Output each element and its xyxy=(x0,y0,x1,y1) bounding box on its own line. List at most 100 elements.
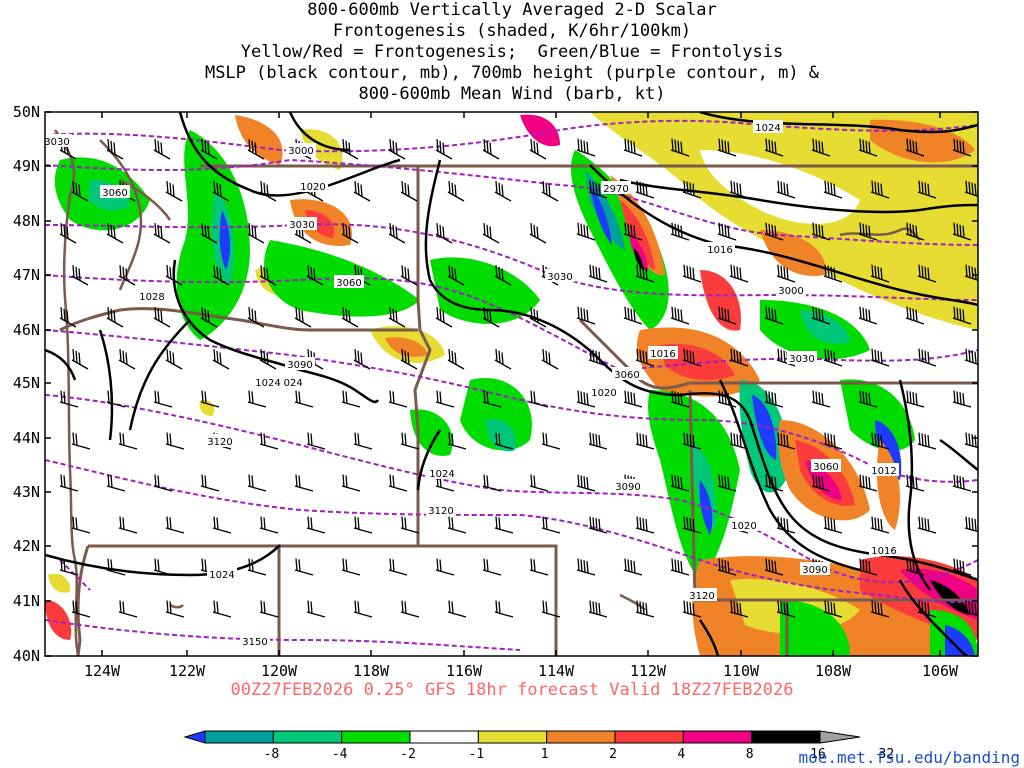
coastline xyxy=(53,129,921,656)
wind-barb xyxy=(811,474,831,492)
svg-text:1020: 1020 xyxy=(591,388,616,399)
mslp-contour-label: 1020 xyxy=(589,385,619,399)
svg-text:1016: 1016 xyxy=(871,546,896,557)
wind-barb xyxy=(670,390,690,408)
wind-barb xyxy=(823,600,843,618)
wind-barb xyxy=(623,138,643,157)
wind-barb xyxy=(71,516,91,534)
wind-barb xyxy=(247,139,265,160)
wind-barb xyxy=(447,181,465,202)
title-line-2: Frontogenesis (shaded, K/6hr/100km) xyxy=(332,21,692,41)
svg-text:3150: 3150 xyxy=(242,637,267,648)
lat-label: 42N xyxy=(13,537,40,555)
wind-barb xyxy=(952,474,972,492)
wind-barb xyxy=(670,138,690,157)
lon-label: 116W xyxy=(446,662,483,680)
height-contour-label: 3030 xyxy=(45,134,72,148)
colorbar-segment xyxy=(751,730,821,744)
wind-barb xyxy=(776,600,796,618)
wind-barb xyxy=(71,181,89,202)
mslp-contour-label: 1024 xyxy=(427,466,457,480)
wind-barb xyxy=(482,307,500,328)
svg-text:1024: 1024 xyxy=(755,123,780,134)
wind-barb xyxy=(952,222,972,241)
colorbar-segment xyxy=(546,730,616,744)
wind-barb xyxy=(118,600,138,618)
wind-barb xyxy=(435,139,453,160)
height-contour-label: 3030 xyxy=(545,269,575,283)
wind-barb xyxy=(247,474,267,492)
wind-barb xyxy=(858,306,878,325)
wind-barb xyxy=(106,223,124,244)
plot-frame xyxy=(44,111,979,657)
lon-label: 122W xyxy=(169,662,206,680)
latitude-labels: 50N 49N 48N 47N 46N 45N 44N 43N 42N 41N 40N xyxy=(13,103,978,665)
wind-barb xyxy=(259,516,279,534)
colorbar-segment xyxy=(341,730,411,744)
lon-label: 124W xyxy=(84,662,121,680)
svg-text:3090: 3090 xyxy=(802,565,827,576)
wind-barb xyxy=(306,516,326,534)
wind-barb xyxy=(388,558,408,576)
wind-barb xyxy=(482,390,502,408)
svg-text:2970: 2970 xyxy=(603,184,628,195)
svg-text:1016: 1016 xyxy=(707,245,732,256)
wind-barb xyxy=(870,432,890,450)
wind-barb xyxy=(306,432,326,450)
wind-barb xyxy=(717,474,737,492)
wind-barb xyxy=(635,348,655,367)
wind-barb xyxy=(153,474,173,492)
credit-link[interactable]: moe.met.fsu.edu/banding xyxy=(798,748,1020,767)
wind-barb xyxy=(447,349,465,370)
wind-barb xyxy=(165,432,185,450)
wind-barb xyxy=(71,265,89,286)
wind-barb xyxy=(165,349,183,370)
wind-barb xyxy=(858,222,878,241)
wind-barb xyxy=(905,306,925,325)
colorbar-label: -1 xyxy=(469,747,485,762)
height-contour-label: 3060 xyxy=(612,367,642,381)
mslp-contour-label: 1024 xyxy=(207,567,237,581)
wind-barb xyxy=(400,432,420,450)
wind-barb xyxy=(482,139,500,160)
mslp-contour-label: 1016 xyxy=(869,543,899,557)
mslp-contour-label: 1012 xyxy=(869,463,899,477)
wind-barb xyxy=(917,600,937,618)
wind-barb xyxy=(588,180,608,199)
wind-barb xyxy=(682,432,702,450)
wind-barb xyxy=(212,516,232,534)
wind-barb xyxy=(823,348,843,367)
wind-barb xyxy=(529,307,547,328)
wind-barb xyxy=(670,222,690,241)
colorbar-label: -8 xyxy=(264,747,280,762)
wind-barb xyxy=(118,516,138,534)
svg-text:1028: 1028 xyxy=(139,292,164,303)
wind-barb xyxy=(353,432,373,450)
wind-barb xyxy=(635,264,655,283)
wind-barb xyxy=(717,222,737,241)
wind-barb xyxy=(776,180,796,199)
wind-barb xyxy=(529,474,549,492)
wind-barb xyxy=(400,181,418,202)
wind-barb xyxy=(341,223,359,244)
wind-barb xyxy=(670,306,690,325)
colorbar-label: 8 xyxy=(746,747,754,762)
wind-barb xyxy=(106,474,126,492)
colorbar-segment xyxy=(204,730,274,744)
svg-text:3060: 3060 xyxy=(102,188,127,199)
wind-barb xyxy=(494,600,514,618)
wind-barb xyxy=(964,264,978,282)
wind-barb xyxy=(905,474,925,492)
wind-barb xyxy=(964,516,978,533)
wind-barb xyxy=(494,265,512,286)
wind-barb xyxy=(858,558,878,576)
lat-label: 46N xyxy=(13,321,40,339)
lat-label: 50N xyxy=(13,103,40,121)
wind-barb xyxy=(576,558,596,576)
wind-barb xyxy=(588,348,608,367)
wind-barb xyxy=(200,139,218,160)
wind-barb xyxy=(165,265,183,286)
wind-barb xyxy=(153,139,171,160)
wind-barb xyxy=(823,180,843,199)
wind-barb xyxy=(811,390,831,408)
